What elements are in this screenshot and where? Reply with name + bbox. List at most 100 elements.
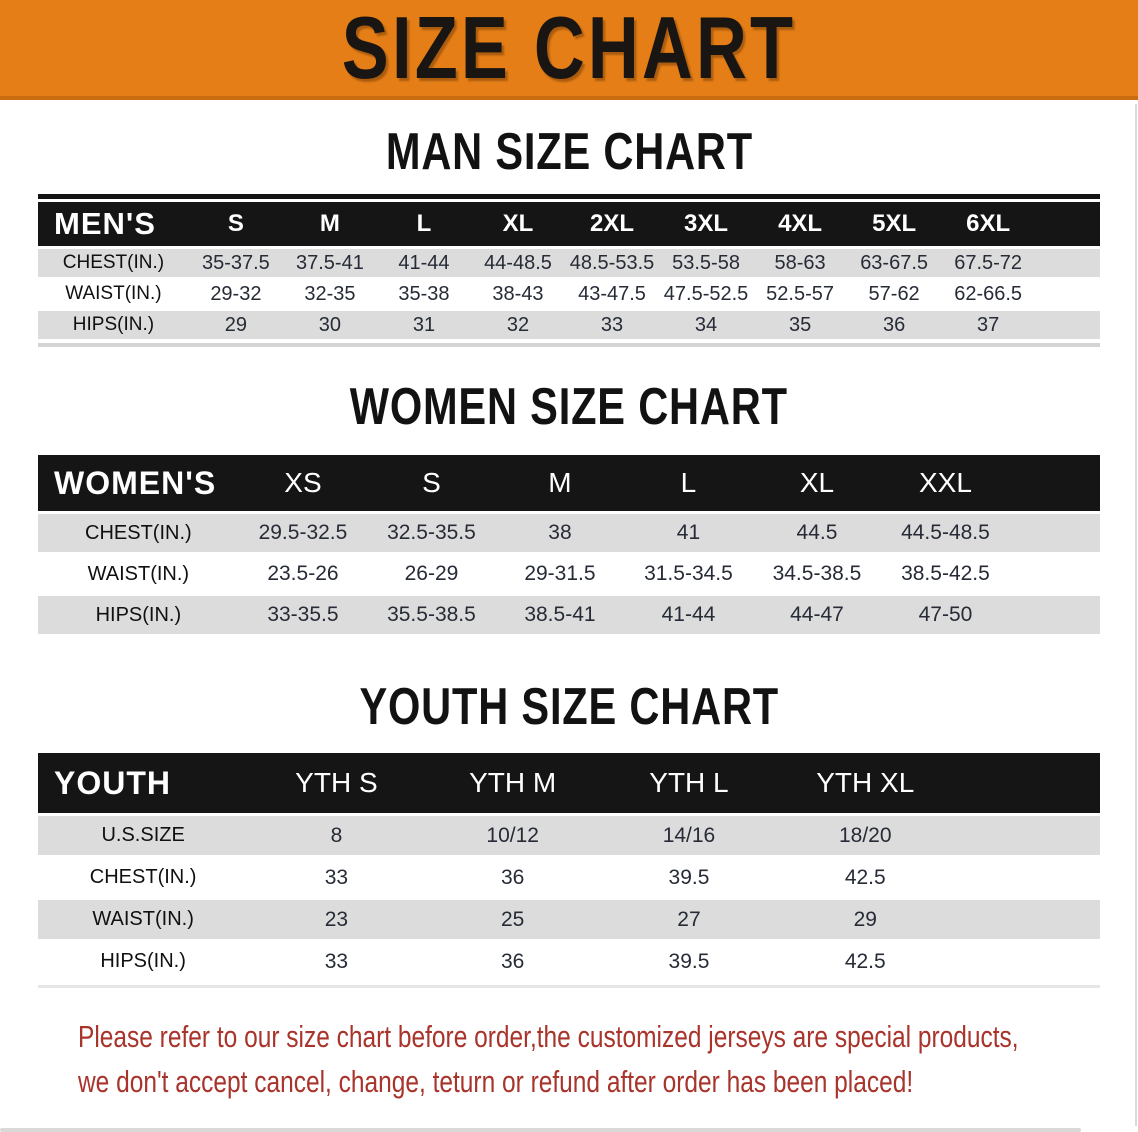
right-edge-line [1135,104,1137,1126]
row-spacer [1009,596,1100,637]
size-value-cell: 32.5-35.5 [367,514,496,555]
size-value-cell: 32-35 [282,280,377,311]
row-spacer [1009,514,1100,555]
men-table-topline [38,194,1100,199]
size-value-cell: 33 [565,311,660,342]
size-column-header: YTH M [424,753,601,816]
size-value-cell: 38.5-41 [495,596,625,637]
size-value-cell: 41-44 [376,249,471,280]
size-value-cell: 35-38 [376,280,471,311]
table-header-spacer [1009,455,1100,514]
row-spacer [953,816,1100,858]
size-value-cell: 47.5-52.5 [659,280,754,311]
row-label: WAIST(IN.) [38,900,249,942]
size-column-header: S [188,202,283,249]
size-value-cell: 35 [753,311,848,342]
size-value-cell: 23.5-26 [238,555,368,596]
size-value-cell: 44.5-48.5 [881,514,1010,555]
size-column-header: L [376,202,471,249]
size-column-header: 4XL [753,202,848,249]
size-column-header: YTH S [248,753,425,816]
size-value-cell: 14/16 [600,816,778,858]
size-column-header: 5XL [847,202,942,249]
size-column-header: XL [752,455,882,514]
size-value-cell: 8 [248,816,425,858]
row-label: CHEST(IN.) [38,858,249,900]
table-row: WAIST(IN.) 23 25 27 29 [38,900,1100,942]
size-value-cell: 31 [376,311,471,342]
size-value-cell: 18/20 [777,816,954,858]
table-row: CHEST(IN.) 33 36 39.5 42.5 [38,858,1100,900]
size-value-cell: 43-47.5 [565,280,660,311]
size-value-cell: 26-29 [367,555,496,596]
size-column-header: L [624,455,753,514]
table-row: U.S.SIZE 8 10/12 14/16 18/20 [38,816,1100,858]
row-label: U.S.SIZE [38,816,249,858]
size-value-cell: 44-47 [752,596,882,637]
size-column-header: 6XL [941,202,1036,249]
size-value-cell: 29-32 [188,280,283,311]
table-row: CHEST(IN.) 29.5-32.5 32.5-35.5 38 41 44.5 44.5… [38,514,1100,555]
size-value-cell: 53.5-58 [659,249,754,280]
table-header-row: WOMEN'S XS S M L XL XXL [38,455,1100,514]
size-column-header: XS [238,455,368,514]
size-value-cell: 67.5-72 [941,249,1036,280]
table-header-spacer [953,753,1100,816]
size-column-header: 3XL [659,202,754,249]
row-label: HIPS(IN.) [38,311,189,342]
size-value-cell: 42.5 [777,942,954,984]
table-row: HIPS(IN.) 33 36 39.5 42.5 [38,942,1100,984]
men-section-heading: MAN SIZE CHART [385,123,753,181]
size-value-cell: 25 [424,900,601,942]
table-title-cell: MEN'S [38,202,189,249]
size-chart-content: MAN SIZE CHART MEN'S S M L XL 2XL 3XL 4XL 5XL 6XL… [0,126,1138,1104]
size-value-cell: 44-48.5 [470,249,565,280]
size-value-cell: 23 [248,900,425,942]
size-value-cell: 38.5-42.5 [881,555,1010,596]
size-value-cell: 44.5 [752,514,882,555]
size-column-header: YTH L [600,753,778,816]
size-value-cell: 35.5-38.5 [367,596,496,637]
men-size-table: MEN'S S M L XL 2XL 3XL 4XL 5XL 6XL CHEST(IN.) 35-37… [38,202,1100,342]
size-value-cell: 38-43 [470,280,565,311]
size-value-cell: 57-62 [847,280,942,311]
size-column-header: M [282,202,377,249]
row-label: CHEST(IN.) [38,249,189,280]
women-section-heading: WOMEN SIZE CHART [349,378,789,436]
size-value-cell: 41 [624,514,753,555]
size-value-cell: 58-63 [753,249,848,280]
table-header-row: YOUTH YTH S YTH M YTH L YTH XL [38,753,1100,816]
youth-section-heading: YOUTH SIZE CHART [359,678,779,736]
row-spacer [953,858,1100,900]
row-spacer [1035,311,1100,342]
table-title-cell: YOUTH [38,753,249,816]
size-column-header: XXL [881,455,1010,514]
women-size-table: WOMEN'S XS S M L XL XXL CHEST(IN.) 29.5-32.5 32.5… [38,455,1100,637]
size-value-cell: 39.5 [600,858,778,900]
size-column-header: S [367,455,496,514]
size-value-cell: 31.5-34.5 [624,555,753,596]
men-table-underline [38,343,1100,347]
table-row: CHEST(IN.) 35-37.5 37.5-41 41-44 44-48.5 48.5… [38,249,1100,280]
size-value-cell: 42.5 [777,858,954,900]
row-label: CHEST(IN.) [38,514,239,555]
size-value-cell: 38 [495,514,625,555]
size-value-cell: 29.5-32.5 [238,514,368,555]
bottom-divider [0,1128,1082,1132]
row-label: WAIST(IN.) [38,280,189,311]
row-spacer [953,942,1100,984]
size-value-cell: 30 [282,311,377,342]
size-value-cell: 33 [248,942,425,984]
table-row: HIPS(IN.) 33-35.5 35.5-38.5 38.5-41 41-44 44-… [38,596,1100,637]
row-label: HIPS(IN.) [38,596,239,637]
disclaimer-line-2: we don't accept cancel, change, teturn o… [78,1064,914,1099]
size-value-cell: 33 [248,858,425,900]
banner: SIZE CHART [0,0,1138,100]
size-value-cell: 48.5-53.5 [565,249,660,280]
row-spacer [953,900,1100,942]
size-value-cell: 32 [470,311,565,342]
size-value-cell: 62-66.5 [941,280,1036,311]
table-title-cell: WOMEN'S [38,455,239,514]
size-column-header: M [495,455,625,514]
size-column-header: YTH XL [777,753,954,816]
